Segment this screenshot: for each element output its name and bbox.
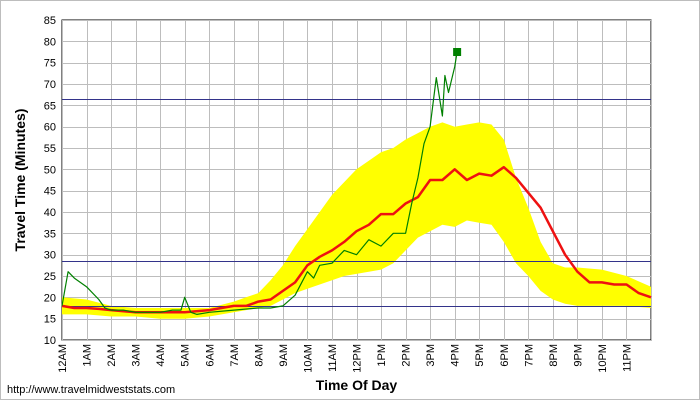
x-tick-label: 6AM bbox=[204, 344, 216, 367]
x-tick-label: 12AM bbox=[57, 344, 69, 373]
source-url: http://www.travelmidweststats.com bbox=[7, 384, 176, 396]
y-tick-label: 85 bbox=[44, 15, 56, 27]
y-tick-label: 50 bbox=[44, 164, 56, 176]
y-tick-label: 25 bbox=[44, 271, 56, 283]
y-tick-label: 75 bbox=[44, 58, 56, 70]
x-tick-label: 3AM bbox=[131, 344, 143, 367]
x-tick-label: 9PM bbox=[572, 344, 584, 367]
y-tick-label: 65 bbox=[44, 100, 56, 112]
x-tick-label: 11AM bbox=[327, 344, 339, 372]
x-axis-title: Time Of Day bbox=[316, 377, 398, 393]
x-tick-label: 12PM bbox=[352, 344, 364, 373]
current-travel-time-marker bbox=[453, 48, 462, 56]
y-tick-label: 60 bbox=[44, 122, 56, 134]
y-tick-label: 45 bbox=[44, 186, 56, 198]
y-tick-label: 30 bbox=[44, 250, 56, 262]
x-tick-label: 8AM bbox=[253, 344, 265, 367]
y-tick-label: 15 bbox=[44, 314, 56, 326]
x-tick-label: 2AM bbox=[106, 344, 118, 367]
typical-travel-time-line bbox=[61, 165, 652, 314]
x-tick-label: 6PM bbox=[499, 344, 511, 367]
current-travel-time-line bbox=[61, 51, 458, 315]
y-tick-label: 80 bbox=[44, 36, 56, 48]
x-tick-label: 8PM bbox=[548, 344, 560, 367]
y-axis-title: Travel Time (Minutes) bbox=[12, 109, 28, 252]
y-tick-label: 20 bbox=[44, 292, 56, 304]
x-tick-label: 5PM bbox=[474, 344, 486, 367]
x-tick-label: 4PM bbox=[450, 344, 462, 367]
x-tick-label: 10PM bbox=[597, 344, 609, 373]
x-tick-label: 7PM bbox=[523, 344, 535, 367]
x-tick-label: 9AM bbox=[278, 344, 290, 367]
travel-time-range-band bbox=[62, 122, 651, 319]
x-tick-label: 2PM bbox=[401, 344, 413, 367]
y-tick-label: 70 bbox=[44, 79, 56, 91]
x-tick-label: 1AM bbox=[82, 344, 94, 367]
x-tick-label: 7AM bbox=[229, 344, 241, 367]
y-tick-label: 55 bbox=[44, 143, 56, 155]
y-tick-label: 40 bbox=[44, 207, 56, 219]
y-tick-label: 10 bbox=[44, 335, 56, 347]
x-tick-label: 1PM bbox=[376, 344, 388, 367]
x-tick-label: 5AM bbox=[180, 344, 192, 367]
x-tick-label: 10AM bbox=[302, 344, 314, 373]
x-tick-label: 11PM bbox=[621, 344, 633, 372]
x-tick-label: 4AM bbox=[155, 344, 167, 367]
y-tick-label: 35 bbox=[44, 228, 56, 240]
x-tick-label: 3PM bbox=[425, 344, 437, 367]
